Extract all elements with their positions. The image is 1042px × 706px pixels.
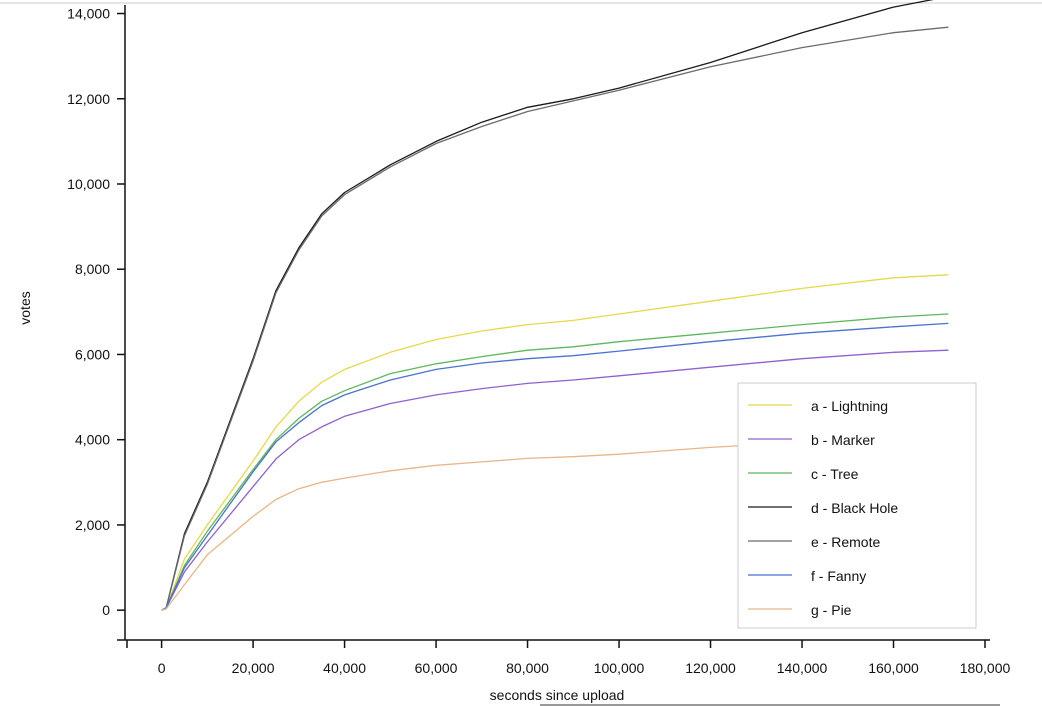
- series-line-fanny: [161, 322, 949, 611]
- legend-label: e - Remote: [811, 534, 880, 550]
- series-lines: [161, 0, 949, 611]
- x-tick-label: 160,000: [868, 660, 919, 676]
- series-line-black-hole: [161, 0, 934, 611]
- series-line-pie: [161, 435, 949, 611]
- x-ticks: 0 20,000 40,000 60,000 80,000 100,000 120,000 1…: [126, 640, 1011, 676]
- y-tick-label: 0: [102, 602, 110, 618]
- y-ticks: 0 2,000 4,000 6,000 8,000 10,000 12,000 14,000: [67, 6, 125, 641]
- x-axis-title: seconds since upload: [490, 687, 625, 703]
- y-tick-label: 8,000: [75, 261, 110, 277]
- series-line-tree: [161, 313, 949, 611]
- x-tick-label: 20,000: [232, 660, 275, 676]
- series-line-lightning: [161, 274, 949, 611]
- series-line-remote: [161, 26, 949, 611]
- x-tick-label: 0: [158, 660, 166, 676]
- x-tick-label: 100,000: [594, 660, 645, 676]
- legend-label: b - Marker: [811, 432, 875, 448]
- x-tick-label: 140,000: [777, 660, 828, 676]
- legend-label: f - Fanny: [811, 568, 866, 584]
- legend: a - Lightning b - Marker c - Tree d - Black…: [737, 382, 977, 629]
- axes: votes seconds since upload: [17, 5, 990, 703]
- y-tick-label: 14,000: [67, 6, 110, 22]
- y-tick-label: 2,000: [75, 517, 110, 533]
- legend-label: g - Pie: [811, 602, 852, 618]
- legend-label: d - Black Hole: [811, 500, 898, 516]
- legend-label: a - Lightning: [811, 398, 888, 414]
- x-tick-label: 180,000: [960, 660, 1011, 676]
- x-tick-label: 120,000: [685, 660, 736, 676]
- y-tick-label: 4,000: [75, 432, 110, 448]
- y-axis-title: votes: [17, 291, 33, 324]
- y-tick-label: 12,000: [67, 91, 110, 107]
- x-tick-label: 60,000: [415, 660, 458, 676]
- series-line-marker: [161, 349, 949, 611]
- legend-label: c - Tree: [811, 466, 859, 482]
- x-tick-label: 80,000: [506, 660, 549, 676]
- x-tick-label: 40,000: [323, 660, 366, 676]
- legend-box: [737, 382, 977, 629]
- y-tick-label: 6,000: [75, 346, 110, 362]
- y-tick-label: 10,000: [67, 176, 110, 192]
